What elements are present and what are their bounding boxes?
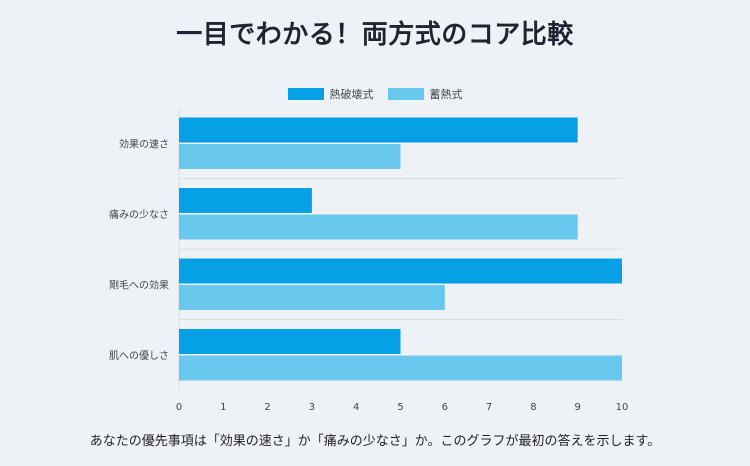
- bar-series-1-3: [179, 258, 622, 284]
- footer-note: あなたの優先事項は「効果の速さ」か「痛みの少なさ」か。このグラフが最初の答えを示…: [89, 434, 661, 449]
- bar-series-1-4: [179, 329, 401, 354]
- x-tick-label: 4: [353, 402, 359, 413]
- category-label: 肌への優しさ: [109, 349, 169, 362]
- x-tick-label: 8: [530, 402, 536, 413]
- bar-series-2-4: [179, 355, 622, 381]
- x-tick-label: 2: [264, 402, 270, 413]
- x-tick-label: 1: [220, 402, 226, 413]
- bar-series-2-1: [179, 144, 401, 169]
- x-tick-label: 10: [616, 402, 629, 413]
- x-tick-label: 6: [442, 402, 448, 413]
- x-tick-label: 5: [397, 402, 403, 413]
- legend-item-series-1: 熱破壊式: [287, 86, 374, 102]
- x-tick-label: 0: [176, 402, 182, 413]
- legend-swatch-series-2: [387, 88, 424, 100]
- legend-label-series-1: 熱破壊式: [329, 88, 374, 101]
- legend-label-series-2: 蓄熱式: [429, 88, 463, 101]
- legend-swatch-series-1: [287, 88, 324, 100]
- bar-series-2-2: [179, 214, 578, 240]
- category-label: 効果の速さ: [119, 137, 169, 150]
- category-label: 痛みの少なさ: [109, 208, 169, 221]
- x-tick-label: 7: [486, 402, 492, 413]
- bar-series-2-3: [179, 285, 445, 310]
- legend-item-series-2: 蓄熱式: [387, 86, 463, 102]
- bar-series-1-2: [179, 188, 312, 213]
- category-label: 剛毛への効果: [109, 278, 169, 291]
- x-tick-label: 3: [309, 402, 315, 413]
- legend: 熱破壊式 蓄熱式: [0, 86, 750, 102]
- bar-series-1-1: [179, 117, 578, 143]
- x-tick-label: 9: [575, 402, 581, 413]
- chart-title: 一目でわかる！両方式のコア比較: [176, 20, 574, 50]
